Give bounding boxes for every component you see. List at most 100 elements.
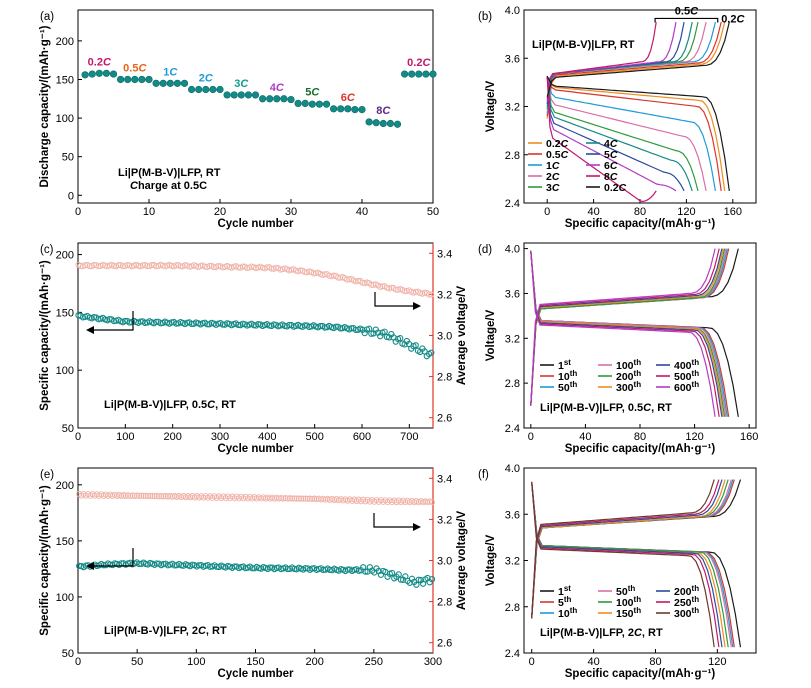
capacity-point-e	[362, 568, 369, 575]
data-point-a	[372, 119, 380, 127]
legend-label-b: 5C	[604, 149, 618, 161]
y2-tick-label-e: 3.4	[437, 473, 452, 485]
voltage-point-c	[206, 262, 213, 269]
x-tick-label-f: 120	[708, 656, 726, 668]
voltage-point-e	[309, 495, 316, 503]
y-axis-label-a: Discharge capacity/(mAh·g⁻¹)	[39, 25, 51, 187]
series-charge-b	[546, 21, 730, 97]
voltage-point-e	[140, 492, 147, 500]
data-point-a	[152, 79, 160, 87]
voltage-point-e	[302, 495, 309, 502]
series-discharge-b	[546, 76, 716, 192]
voltage-point-e	[293, 495, 300, 502]
voltage-point-c	[277, 266, 284, 273]
voltage-point-c	[428, 291, 435, 298]
series-charge-d	[530, 248, 716, 406]
voltage-point-e	[133, 492, 140, 499]
arrow-voltage-c	[374, 292, 418, 307]
voltage-point-e	[286, 495, 294, 502]
x-tick-label-c: 600	[353, 431, 371, 443]
series-discharge-b	[546, 76, 722, 191]
series-discharge-b	[546, 76, 699, 192]
chart-title-f: Li|P(M-B-V)|LFP, 2C, RT	[540, 627, 663, 639]
legend-label-d: 200th	[616, 369, 641, 383]
data-point-a	[209, 85, 217, 94]
rate-label-a: 5C	[305, 86, 320, 98]
series-discharge-b	[546, 76, 677, 192]
voltage-point-e	[295, 495, 302, 502]
legend-label-b: 0.2C	[604, 182, 627, 194]
series-discharge-f	[531, 481, 715, 648]
x-axis-label-f: Specific capacity/(mAh·g⁻¹)	[565, 668, 716, 680]
series-discharge-d	[530, 250, 727, 417]
series-discharge-b	[546, 76, 726, 191]
voltage-point-c	[230, 263, 237, 270]
rate-label-a: 2C	[199, 73, 214, 85]
arrow-head-voltage-e	[413, 523, 421, 531]
series-discharge-b	[546, 76, 685, 192]
series-discharge-b	[546, 76, 730, 191]
series-charge-f	[531, 479, 715, 619]
y-tick-label-e: 100	[56, 592, 74, 604]
x-axis-label-c: Cycle number	[217, 443, 294, 455]
voltage-point-e	[284, 495, 291, 502]
x-tick-label-a: 40	[356, 206, 368, 218]
data-point-a	[315, 100, 324, 108]
data-point-a	[188, 85, 196, 94]
data-point-a	[173, 79, 181, 87]
data-point-a	[294, 99, 302, 108]
y-tick-label-a: 150	[56, 74, 74, 86]
y2-tick-label-c: 3.2	[437, 289, 452, 301]
voltage-point-c	[310, 270, 317, 277]
y-tick-label-d: 2.8	[505, 378, 520, 390]
voltage-point-e	[428, 499, 436, 506]
voltage-point-c	[144, 262, 151, 270]
rate-label-a: 3C	[234, 78, 249, 90]
panel-label-a: (a)	[40, 11, 54, 23]
voltage-point-c	[335, 274, 342, 281]
voltage-point-e	[138, 492, 145, 499]
series-discharge-f	[531, 481, 726, 648]
x-tick-label-e: 0	[75, 656, 81, 668]
legend-label-b: 0.5C	[546, 149, 569, 161]
chart-title-b: Li|P(M-B-V)|LFP, RT	[532, 39, 635, 51]
legend-label-d: 500th	[674, 369, 699, 383]
data-point-a	[393, 120, 402, 128]
series-discharge-d	[530, 250, 724, 417]
data-point-a	[429, 70, 437, 78]
voltage-point-c	[301, 269, 308, 276]
note-a-2: Charge at 0.5C	[130, 180, 207, 192]
voltage-point-c	[288, 266, 295, 273]
voltage-point-e	[142, 492, 149, 499]
voltage-point-c	[425, 291, 433, 298]
capacity-point-c	[365, 325, 373, 332]
panel-label-f: (f)	[478, 469, 489, 481]
data-point-a	[216, 85, 224, 94]
chart-title-d: Li|P(M-B-V)|LFP, 0.5C, RT	[540, 402, 672, 414]
data-point-a	[202, 85, 210, 94]
series-charge-d	[530, 248, 720, 406]
y-tick-label-a: 100	[56, 113, 74, 125]
voltage-point-c	[392, 286, 399, 293]
data-point-a	[308, 100, 316, 108]
panel-label-d: (d)	[478, 244, 492, 256]
x-tick-label-b: 80	[634, 206, 646, 218]
x-tick-label-b: 40	[587, 206, 599, 218]
y-tick-label-b: 3.6	[505, 53, 520, 65]
voltage-point-e	[136, 492, 143, 499]
data-point-a	[138, 75, 146, 84]
x-tick-label-d: 80	[634, 431, 646, 443]
x-axis-label-a: Cycle number	[217, 218, 294, 230]
rate-label-a: 1C	[163, 66, 178, 78]
x-tick-label-b: 0	[544, 206, 550, 218]
voltage-point-c	[173, 262, 180, 269]
data-point-a	[266, 95, 274, 103]
panel-label-c: (c)	[40, 244, 54, 256]
capacity-point-e	[388, 569, 396, 577]
series-charge-f	[531, 479, 720, 619]
y-tick-label-e: 200	[56, 480, 74, 492]
data-point-a	[131, 75, 139, 84]
rate-label-a: 0.5C	[123, 62, 147, 74]
voltage-point-c	[235, 264, 242, 271]
